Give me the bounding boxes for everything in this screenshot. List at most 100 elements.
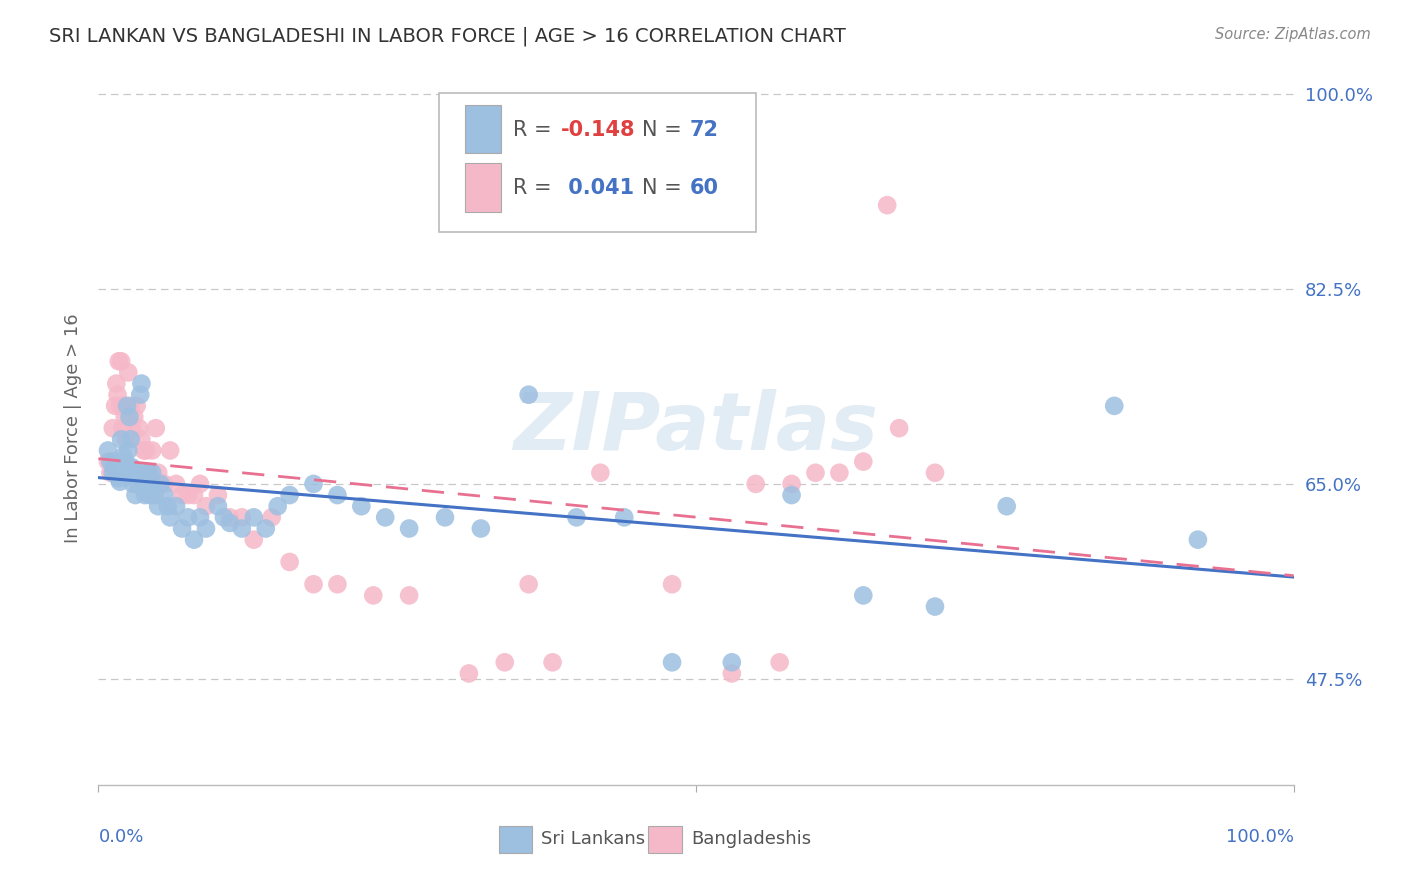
Point xyxy=(98,466,122,480)
Point xyxy=(267,499,290,513)
Point xyxy=(101,466,124,480)
Point xyxy=(105,466,128,480)
Point xyxy=(138,466,160,480)
Point xyxy=(231,510,253,524)
FancyBboxPatch shape xyxy=(439,93,756,232)
Point xyxy=(780,488,803,502)
Text: R =: R = xyxy=(513,178,558,198)
Point xyxy=(107,387,129,401)
Point xyxy=(141,466,163,480)
Point xyxy=(458,666,481,681)
Point xyxy=(995,499,1018,513)
Point xyxy=(165,476,187,491)
Point xyxy=(212,510,235,524)
Point xyxy=(121,421,143,435)
Text: N =: N = xyxy=(643,178,689,198)
Point xyxy=(121,460,143,475)
Text: -0.148: -0.148 xyxy=(561,120,636,140)
Point xyxy=(107,471,129,485)
Point xyxy=(231,521,253,535)
Point xyxy=(243,510,266,524)
Point xyxy=(132,466,155,480)
FancyBboxPatch shape xyxy=(465,105,501,153)
Text: R =: R = xyxy=(513,120,558,140)
Point xyxy=(115,457,138,471)
Point xyxy=(661,577,683,591)
Point xyxy=(470,521,492,535)
Point xyxy=(589,466,612,480)
Point xyxy=(876,198,898,212)
Point xyxy=(107,467,129,482)
Point xyxy=(1187,533,1209,547)
FancyBboxPatch shape xyxy=(648,826,682,853)
Point xyxy=(114,466,136,480)
Point xyxy=(135,476,157,491)
Point xyxy=(541,655,564,669)
Point xyxy=(138,466,160,480)
Point xyxy=(889,421,911,435)
Point xyxy=(132,443,155,458)
Point xyxy=(141,443,163,458)
Point xyxy=(852,589,875,603)
Point xyxy=(363,589,385,603)
Point xyxy=(398,589,420,603)
Point xyxy=(613,510,636,524)
Point xyxy=(108,475,131,489)
Point xyxy=(117,443,139,458)
Point xyxy=(165,499,187,513)
Point xyxy=(924,466,946,480)
Point xyxy=(219,516,242,530)
Point xyxy=(97,454,120,468)
Y-axis label: In Labor Force | Age > 16: In Labor Force | Age > 16 xyxy=(63,313,82,543)
Point xyxy=(129,387,152,401)
Point xyxy=(434,510,457,524)
Point xyxy=(188,476,211,491)
Point xyxy=(111,460,134,475)
Point xyxy=(278,555,301,569)
Point xyxy=(661,655,683,669)
Point xyxy=(153,488,176,502)
Point xyxy=(112,449,135,463)
Text: Bangladeshis: Bangladeshis xyxy=(692,830,811,848)
Point xyxy=(278,488,301,502)
Point xyxy=(159,443,181,458)
Point xyxy=(110,433,132,447)
Point xyxy=(398,521,420,535)
Point xyxy=(117,366,139,380)
Point xyxy=(108,399,131,413)
Point xyxy=(134,488,156,502)
Point xyxy=(804,466,827,480)
Text: 60: 60 xyxy=(690,178,718,198)
Point xyxy=(131,476,153,491)
Point xyxy=(127,476,149,491)
Point xyxy=(111,421,134,435)
FancyBboxPatch shape xyxy=(465,163,501,212)
Point xyxy=(326,488,349,502)
Point xyxy=(159,510,181,524)
Point xyxy=(924,599,946,614)
Point xyxy=(120,399,142,413)
Point xyxy=(115,399,138,413)
Point xyxy=(139,476,162,491)
Point xyxy=(156,499,179,513)
Point xyxy=(172,521,194,535)
Point xyxy=(124,466,146,480)
FancyBboxPatch shape xyxy=(499,826,533,853)
Point xyxy=(131,376,153,391)
Point xyxy=(177,510,200,524)
Point xyxy=(852,454,875,468)
Point xyxy=(112,399,135,413)
Point xyxy=(172,488,194,502)
Point xyxy=(128,421,150,435)
Point xyxy=(1104,399,1126,413)
Point xyxy=(254,521,277,535)
Point xyxy=(145,421,167,435)
Point xyxy=(207,488,229,502)
Point xyxy=(745,476,768,491)
Text: Source: ZipAtlas.com: Source: ZipAtlas.com xyxy=(1215,27,1371,42)
Point xyxy=(125,399,148,413)
Text: 0.0%: 0.0% xyxy=(98,828,143,846)
Point xyxy=(207,499,229,513)
Point xyxy=(183,488,205,502)
Point xyxy=(195,521,218,535)
